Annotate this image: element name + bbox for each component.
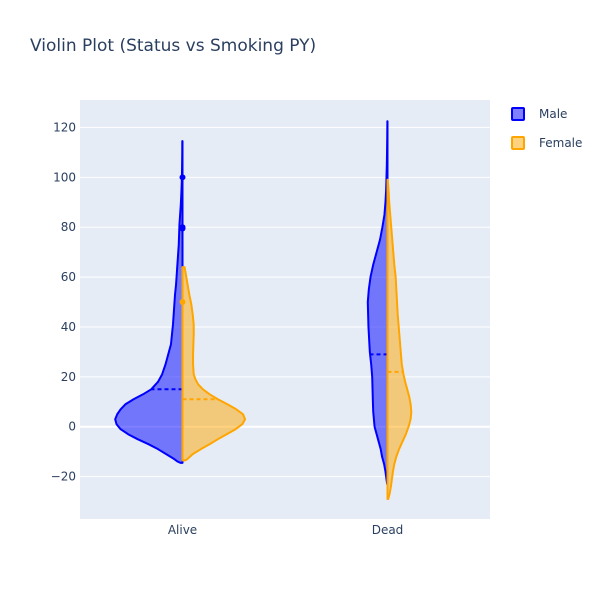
violin-female-dead[interactable] <box>386 178 413 501</box>
outlier-point[interactable] <box>179 299 186 306</box>
y-tick-label: −20 <box>51 470 76 484</box>
y-tick-label: 20 <box>61 370 76 384</box>
x-tick-label: Dead <box>372 523 404 537</box>
legend[interactable]: Male Female <box>511 107 582 150</box>
violin-shape[interactable] <box>181 266 247 462</box>
legend-label: Female <box>539 136 582 150</box>
legend-item-male[interactable]: Male <box>511 107 567 121</box>
legend-swatch <box>511 136 525 150</box>
y-tick-label: 100 <box>53 170 76 184</box>
legend-label: Male <box>539 107 567 121</box>
x-tick-label: Alive <box>168 523 197 537</box>
legend-swatch <box>511 107 525 121</box>
violins-layer <box>114 120 413 501</box>
chart-title: Violin Plot (Status vs Smoking PY) <box>30 36 316 56</box>
violin-shape[interactable] <box>366 120 389 486</box>
y-axis-ticks: −20 0 20 40 60 80 100 120 <box>51 120 76 483</box>
violin-female-alive[interactable] <box>179 266 247 462</box>
y-tick-label: 0 <box>68 420 76 434</box>
y-tick-label: 60 <box>61 270 76 284</box>
violin-male-alive[interactable] <box>114 140 186 464</box>
plot-area <box>80 100 490 519</box>
violin-shape[interactable] <box>114 140 184 464</box>
outlier-point[interactable] <box>179 174 186 181</box>
y-tick-label: 80 <box>61 220 76 234</box>
outlier-point[interactable] <box>179 225 186 232</box>
legend-item-female[interactable]: Female <box>511 136 582 150</box>
violin-shape[interactable] <box>386 178 413 501</box>
x-axis-ticks: Alive Dead <box>168 523 403 537</box>
y-tick-label: 40 <box>61 320 76 334</box>
violin-male-dead[interactable] <box>366 120 389 486</box>
y-tick-label: 120 <box>53 120 76 134</box>
